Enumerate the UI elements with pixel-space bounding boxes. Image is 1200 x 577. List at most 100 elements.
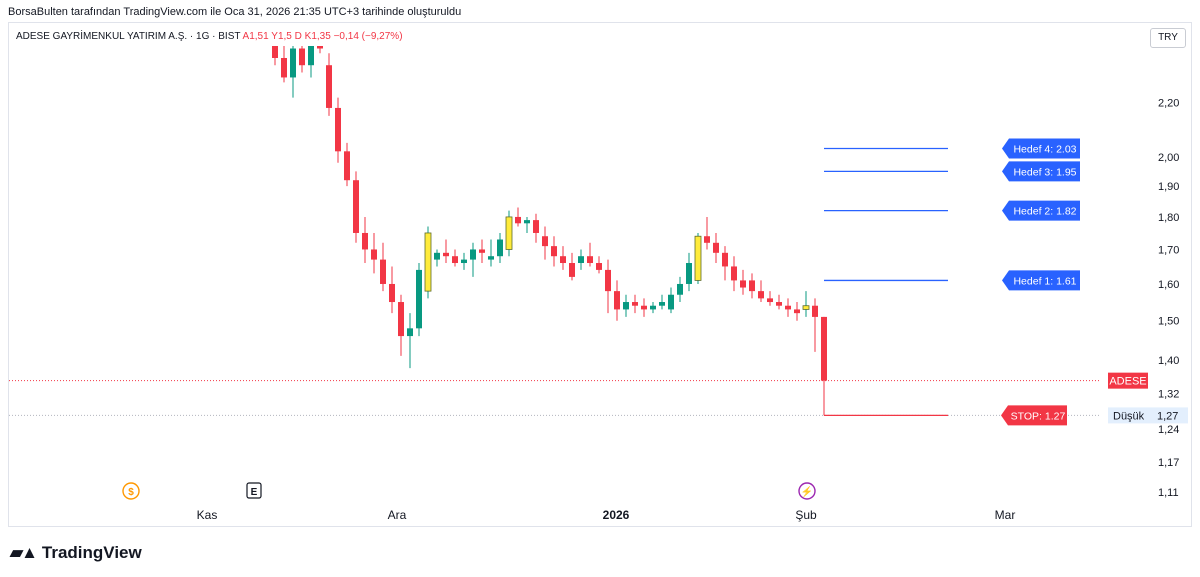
- candle-body[interactable]: [641, 305, 647, 310]
- candle-body[interactable]: [424, 232, 432, 292]
- candle-body[interactable]: [605, 269, 611, 292]
- legend-open: A1,51: [242, 31, 269, 42]
- candle-body[interactable]: [785, 305, 791, 310]
- candle-body[interactable]: [317, 35, 323, 49]
- candle-body[interactable]: [524, 220, 530, 224]
- candle-body[interactable]: [802, 305, 810, 310]
- y-tick-label: 1,11: [1158, 487, 1179, 499]
- candle-body[interactable]: [668, 294, 674, 310]
- candle-body[interactable]: [694, 235, 702, 281]
- legend-low: D: [294, 31, 302, 42]
- candle-body[interactable]: [353, 180, 359, 233]
- candle-body[interactable]: [821, 316, 827, 381]
- candle-body[interactable]: [281, 57, 287, 78]
- event-marker-icon: [246, 482, 262, 499]
- target-tag: [1002, 138, 1080, 159]
- candle-body[interactable]: [749, 280, 755, 292]
- y-tick-label: 1,50: [1158, 316, 1179, 328]
- candle-body[interactable]: [623, 302, 629, 310]
- stop-tag: [1001, 405, 1067, 426]
- event-marker-label: E: [251, 487, 258, 498]
- x-tick-label: Kas: [197, 508, 218, 522]
- candle-body[interactable]: [533, 220, 539, 233]
- target-label: Hedef 3: 1.95: [1013, 166, 1076, 178]
- legend-change: −0,14 (−9,27%): [333, 31, 403, 42]
- candle-body[interactable]: [398, 302, 404, 337]
- candle-body[interactable]: [587, 256, 593, 264]
- candle-body[interactable]: [515, 216, 521, 224]
- symbol-name[interactable]: ADESE GAYRİMENKUL YATIRIM A.Ş. · 1G · BI…: [16, 31, 241, 42]
- candle-body[interactable]: [542, 236, 548, 247]
- candle-body[interactable]: [758, 291, 764, 299]
- candle-body[interactable]: [767, 298, 773, 303]
- candle-body[interactable]: [614, 291, 620, 310]
- candle-body[interactable]: [470, 249, 476, 260]
- y-tick-label: 1,32: [1158, 388, 1179, 400]
- target-label: Hedef 4: 2.03: [1013, 144, 1076, 156]
- target-label: Hedef 1: 1.61: [1013, 275, 1076, 287]
- target-tag: [1002, 161, 1080, 182]
- candle-body[interactable]: [488, 256, 494, 260]
- candle-body[interactable]: [272, 19, 278, 58]
- candle-body[interactable]: [713, 242, 719, 253]
- candles-group: [272, 19, 827, 381]
- candle-body[interactable]: [290, 48, 296, 78]
- candle-body[interactable]: [407, 328, 413, 337]
- legend-close: K1,35: [304, 31, 331, 42]
- candle-body[interactable]: [560, 256, 566, 264]
- candle-body[interactable]: [389, 283, 395, 303]
- candle-body[interactable]: [362, 232, 368, 250]
- candle-body[interactable]: [461, 259, 467, 264]
- candle-body[interactable]: [812, 305, 818, 317]
- low-badge: [1108, 407, 1188, 424]
- last-price-badge: [1108, 372, 1148, 389]
- target-tag: [1002, 270, 1080, 291]
- tradingview-logo-icon: ▰▲: [10, 543, 38, 562]
- last-price-label: ADESE: [1109, 376, 1146, 388]
- candle-body[interactable]: [308, 35, 314, 66]
- candle-body[interactable]: [722, 252, 728, 267]
- candle-body[interactable]: [344, 151, 350, 181]
- candle-body[interactable]: [497, 239, 503, 257]
- low-value: 1,27: [1157, 410, 1178, 422]
- event-marker-icon: [798, 482, 816, 500]
- candle-body[interactable]: [632, 302, 638, 306]
- candle-body[interactable]: [299, 48, 305, 66]
- candle-body[interactable]: [650, 305, 656, 310]
- x-tick-label: Şub: [795, 508, 817, 522]
- candle-body[interactable]: [659, 302, 665, 306]
- candle-body[interactable]: [578, 256, 584, 264]
- candle-body[interactable]: [551, 246, 557, 257]
- y-tick-label: 1,17: [1158, 457, 1179, 469]
- y-tick-label: 1,70: [1158, 244, 1179, 256]
- candle-body[interactable]: [479, 249, 485, 253]
- x-tick-label: Mar: [995, 508, 1016, 522]
- candle-body[interactable]: [776, 302, 782, 306]
- candle-body[interactable]: [443, 252, 449, 257]
- candle-body[interactable]: [380, 259, 386, 284]
- y-tick-label: 1,40: [1158, 355, 1179, 367]
- candle-body[interactable]: [416, 269, 422, 329]
- candle-body[interactable]: [505, 216, 513, 250]
- candle-body[interactable]: [326, 65, 332, 108]
- x-tick-label: Ara: [388, 508, 407, 522]
- candle-body[interactable]: [452, 256, 458, 264]
- candle-body[interactable]: [335, 107, 341, 152]
- candle-body[interactable]: [569, 263, 575, 277]
- candle-body[interactable]: [686, 263, 692, 284]
- candle-body[interactable]: [740, 280, 746, 288]
- candle-body[interactable]: [434, 252, 440, 260]
- candle-body[interactable]: [794, 309, 800, 314]
- event-marker-label: $: [128, 487, 134, 498]
- candle-body[interactable]: [704, 236, 710, 243]
- low-label: Düşük: [1113, 410, 1145, 422]
- brand-name: TradingView: [41, 543, 142, 562]
- candle-body[interactable]: [371, 249, 377, 260]
- stop-label: STOP: 1.27: [1011, 410, 1066, 422]
- candle-body[interactable]: [596, 263, 602, 270]
- y-tick-label: 1,60: [1158, 279, 1179, 291]
- candle-body[interactable]: [677, 283, 683, 295]
- currency-button[interactable]: TRY: [1150, 28, 1186, 48]
- candle-body[interactable]: [731, 266, 737, 281]
